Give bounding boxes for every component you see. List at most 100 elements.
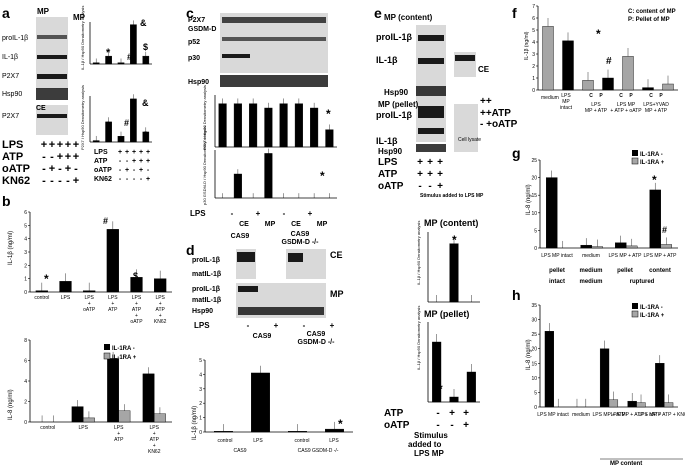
g1-ytick-label: 0: [534, 246, 537, 252]
panel-letter-d: d: [186, 242, 195, 258]
chart-c1: [214, 95, 337, 148]
e2-sign-sign: -: [450, 420, 453, 431]
c1-bar-5: [294, 103, 303, 148]
f1-ytick-label: 7: [532, 4, 535, 10]
e2-mark-star: *: [438, 382, 443, 396]
c1-bar-1: [233, 103, 242, 148]
f-mark-star: *: [596, 27, 601, 41]
e-sign-sign: +: [417, 157, 423, 168]
e-chart2-title: MP (pellet): [424, 309, 469, 319]
e2-sign-sign: +: [463, 408, 469, 419]
chart-c2-ylabel: p30 GSDM-D / Hsp90 Densitometry analysis: [202, 126, 207, 205]
h1-bar-0-0: [544, 331, 555, 408]
f1-bar-1: [562, 40, 574, 91]
h1-bar-3-1: [636, 402, 646, 408]
b1-mark-amp: &: [112, 271, 119, 281]
c2-mark-star: *: [320, 169, 325, 183]
chart-a1: [89, 20, 152, 65]
c2-bar-3: [264, 153, 273, 199]
blot-d-mp-row-2: matIL-1β: [192, 297, 222, 304]
b1-cat-label: ATP: [155, 307, 165, 313]
e-chart1-title: MP (content): [424, 218, 478, 228]
b2-ytick-label: 2: [24, 400, 27, 406]
a2-mark-star: *: [106, 120, 111, 132]
f-cp-label: C: [589, 93, 593, 99]
g1-bar-0-0: [546, 177, 558, 249]
b1-mark-hash: #: [103, 216, 108, 226]
e1-bar-1: [449, 243, 459, 303]
h-group-label: medium: [572, 412, 590, 418]
b2-ytick-label: 4: [24, 379, 27, 385]
blot-d-mp-row-1: proIL-1β: [192, 286, 221, 293]
e-sign-sign: +: [437, 157, 443, 168]
g-row2-3: ruptured: [630, 279, 655, 285]
d-cat-label: LPS: [329, 438, 339, 444]
e-sign-sign: +: [417, 169, 423, 180]
e2-sign-sign: -: [436, 420, 439, 431]
chart-e2-ylabel: IL-1β / Hsp90 Densitometry analysis: [416, 306, 421, 370]
d1-ytick-label: 5: [199, 358, 202, 364]
d-sign-sign: +: [330, 321, 335, 330]
b1-cat-label: +: [111, 301, 114, 307]
a-sign-sign: +: [57, 139, 63, 151]
chart-a2: [89, 94, 152, 143]
a2-sign-label: ATP: [94, 158, 108, 165]
a2-sign-sign: +: [139, 158, 143, 165]
a-sign-sign: -: [42, 175, 46, 187]
panel-letter-b: b: [2, 193, 11, 209]
f-cp-label: P: [599, 93, 603, 99]
legend-g-1: IL-1RA -: [640, 152, 663, 158]
d-sign-label: LPS: [194, 321, 210, 330]
d1-ytick-label: 1: [199, 416, 202, 422]
a2-sign-sign: +: [118, 149, 122, 156]
d1-ytick-label: 2: [199, 401, 202, 407]
d-chart-strain-2: CAS9 GSDM-D -/-: [298, 448, 339, 454]
panel-letter-e: e: [374, 5, 382, 21]
b1-cat-label: +: [135, 313, 138, 319]
legend-h-1: IL-1RA -: [640, 305, 663, 311]
g1-bar-2-0: [615, 242, 627, 249]
panel-letter-f: f: [512, 5, 517, 21]
f1-ytick-label: 2: [532, 64, 535, 70]
e-sign-sign: +: [427, 157, 433, 168]
a1-bar-0: [92, 62, 100, 65]
f-group-3: LPS MP: [617, 102, 636, 108]
a1-mark-star: *: [106, 47, 111, 59]
panel-letter-g: g: [512, 145, 521, 161]
blot-a-bottom: [36, 88, 68, 135]
g-group-label: LPS MP + ATP: [608, 253, 642, 259]
g-mark-star: *: [652, 173, 657, 187]
b2-bar-3-1: [154, 413, 166, 423]
legend-h: [631, 303, 639, 318]
a2-sign-label: LPS: [94, 149, 108, 156]
b1-cat-label: ATP: [108, 307, 118, 313]
g-row1-label: pellet: [617, 268, 633, 274]
b2-cat-label: ATP: [150, 437, 160, 443]
h1-bar-2-1: [608, 399, 619, 408]
g1-ytick-label: 15: [531, 193, 537, 199]
g1-bar-2-1: [626, 245, 638, 249]
g-row2-2: medium: [579, 279, 602, 285]
b1-cat-label: +: [159, 301, 162, 307]
a-sign-sign: +: [49, 163, 55, 175]
a2-bar-3: [130, 98, 137, 143]
e-pellet-title: MP (pellet): [378, 100, 419, 109]
g1-bar-3-0: [649, 189, 661, 249]
c1-bar-0: [218, 103, 227, 148]
a-sign-sign: +: [41, 139, 47, 151]
e-sign-label: LPS: [378, 157, 398, 168]
c-sign-sign: -: [231, 209, 234, 218]
a-sign-label: oATP: [2, 163, 30, 175]
e-sign-label: ATP: [378, 169, 398, 180]
e2-bar-2: [466, 371, 476, 403]
a2-sign-sign: -: [133, 176, 136, 183]
a-sign-sign: +: [73, 175, 79, 187]
blot-d-tag-mp: MP: [330, 289, 344, 299]
b1-cat-label: LPS: [84, 295, 94, 301]
f-legend-1: C: content of MP: [628, 9, 676, 15]
chart-e1-ylabel: IL-1β / Hsp90 Densitometry analysis: [416, 221, 421, 285]
c-sign-sign: +: [256, 209, 261, 218]
b1-cat-label: +: [135, 301, 138, 307]
